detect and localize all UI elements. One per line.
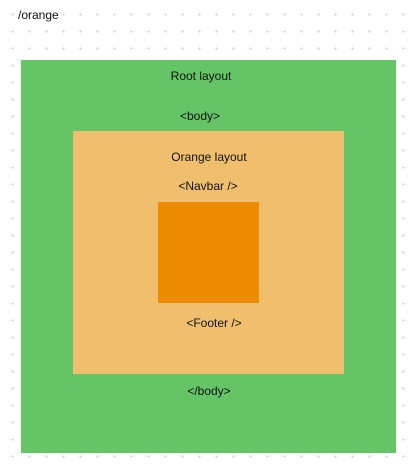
route-path-label: /orange <box>18 8 59 22</box>
body-open-tag: <body> <box>179 109 221 123</box>
body-close-tag: </body> <box>187 384 231 398</box>
page-content-box <box>158 202 259 303</box>
footer-component-label: <Footer /> <box>186 316 242 330</box>
root-layout-title: Root layout <box>170 69 232 83</box>
orange-layout-title: Orange layout <box>171 150 247 164</box>
navbar-component-label: <Navbar /> <box>178 179 238 193</box>
